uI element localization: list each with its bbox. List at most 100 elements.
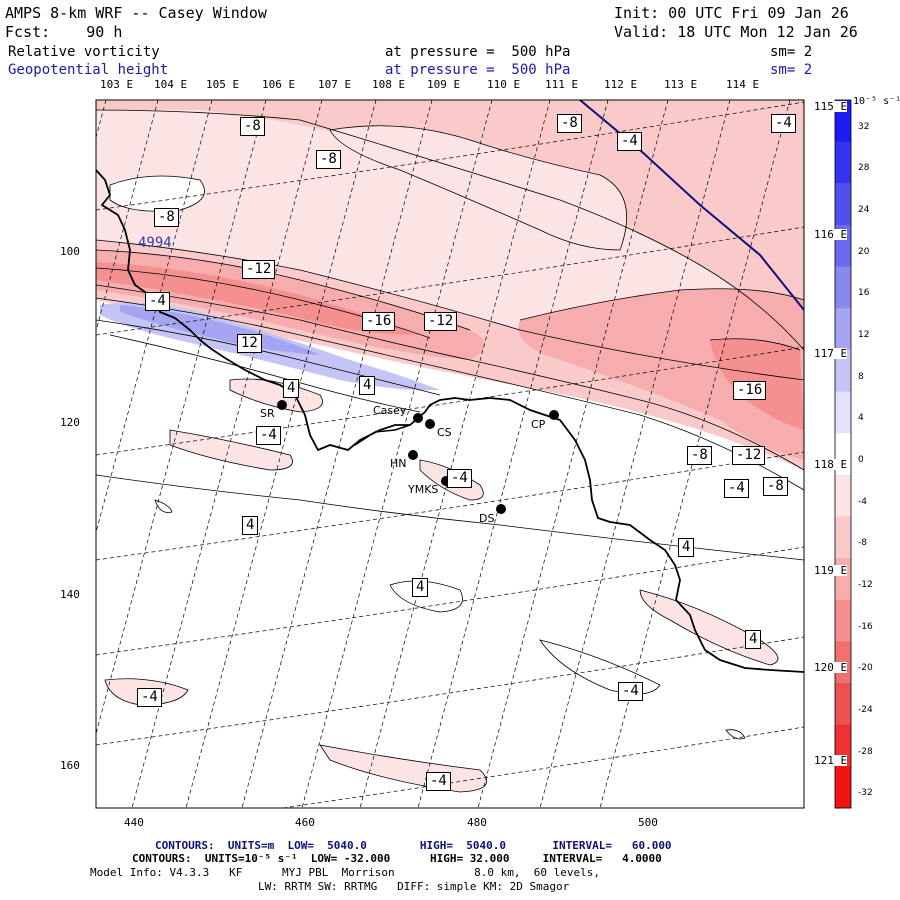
contour-value-label: 4: [242, 516, 259, 536]
station-marker-hn: [408, 450, 418, 460]
contour-value-label: -4: [771, 114, 796, 134]
colorbar-swatch: [835, 349, 851, 393]
vorticity-band-neg8: [96, 100, 804, 350]
y-tick-label: 140: [60, 588, 80, 601]
contour-value-label: -4: [724, 479, 749, 499]
colorbar-tick-label: 16: [858, 288, 870, 299]
colorbar-swatch: [835, 766, 851, 809]
station-label-cs: CS: [437, 426, 452, 439]
colorbar-tick-label: 0: [858, 455, 864, 465]
longitude-gridline: [185, 100, 377, 808]
colorbar-swatch: [835, 516, 851, 559]
longitude-label: 110 E: [487, 78, 521, 91]
x-tick-label: 500: [638, 816, 658, 829]
y-tick-label: 100: [60, 245, 80, 258]
longitude-gridline: [417, 100, 609, 808]
x-tick-label: 440: [124, 816, 144, 829]
footer-vorticity-contours: CONTOURS: UNITS=10⁻⁵ s⁻¹ LOW= -32.000 HI…: [132, 852, 662, 865]
colorbar-tick-label: -24: [858, 704, 873, 715]
vorticity-patch-neg4-f: [640, 590, 778, 665]
longitude-gridline: [477, 100, 669, 808]
latitude-label: 117 E: [814, 347, 848, 360]
colorbar-swatch: [835, 391, 851, 434]
x-tick-label: 460: [295, 816, 315, 829]
colorbar-swatch: [835, 266, 851, 309]
map-title: AMPS 8-km WRF -- Casey Window: [5, 4, 267, 22]
colorbar-swatch: [835, 683, 851, 726]
longitude-gridline: [241, 100, 433, 808]
latitude-gridline: [96, 636, 804, 746]
contour-value-label: -4: [426, 772, 451, 792]
station-marker-sr: [277, 400, 287, 410]
colorbar-swatch: [835, 141, 851, 184]
vorticity-patch-white-b: [330, 125, 627, 250]
station-marker-casey: [413, 413, 423, 423]
contour-value-label: -8: [240, 117, 265, 137]
contour-value-label: -4: [145, 292, 170, 312]
station-marker-ds: [496, 504, 506, 514]
latitude-gridline: [96, 226, 804, 336]
station-label-hn: HN: [390, 457, 407, 470]
latitude-gridline: [96, 101, 804, 211]
station-marker-cs: [425, 419, 435, 429]
colorbar-tick-label: -20: [858, 663, 873, 674]
contour-value-label: -8: [557, 114, 582, 134]
longitude-label: 105 E: [206, 78, 240, 91]
longitude-label: 111 E: [545, 78, 579, 91]
longitude-gridline: [301, 100, 493, 808]
colorbar-tick-label: -16: [858, 621, 873, 632]
station-label-ds: DS: [479, 512, 495, 525]
contour-value-label: 4: [678, 538, 695, 558]
latitude-label: 115 E: [814, 100, 848, 113]
y-tick-label: 120: [60, 416, 80, 429]
longitude-gridline: [539, 100, 731, 808]
valid-time: Valid: 18 UTC Mon 12 Jan 26: [614, 23, 858, 41]
contour-value-label: 4: [412, 578, 429, 598]
footer-height-contours: CONTOURS: UNITS=m LOW= 5040.0 HIGH= 5040…: [155, 839, 672, 852]
colorbar-tick-label: 24: [858, 205, 870, 216]
latitude-label: 119 E: [814, 564, 848, 577]
colorbar-tick-label: -28: [858, 746, 873, 757]
longitude-label: 108 E: [372, 78, 406, 91]
longitude-gridline: [96, 100, 159, 333]
contour-value-label: -8: [763, 477, 788, 497]
colorbar-frame: [834, 99, 852, 809]
longitude-gridline: [359, 100, 551, 808]
contour-value-label: 4: [283, 379, 300, 399]
footer-physics-info: LW: RRTM SW: RRTMG DIFF: simple KM: 2D S…: [258, 880, 570, 893]
station-label-ymks: YMKS: [408, 483, 439, 496]
height-value-label: 4994: [138, 235, 172, 251]
colorbar: [834, 99, 852, 809]
colorbar-tick-label: -8: [858, 538, 867, 549]
longitude-label: 113 E: [664, 78, 698, 91]
contour-value-label: 4: [359, 376, 376, 396]
contour-value-label: -16: [362, 312, 396, 332]
field1-name: Relative vorticity: [8, 44, 160, 60]
contour-value-label: -12: [732, 446, 766, 466]
longitude-gridline: [96, 100, 213, 534]
contour-value-label: -8: [154, 208, 179, 228]
colorbar-swatch: [835, 599, 851, 642]
colorbar-tick-label: 4: [858, 413, 864, 424]
station-label-cp: CP: [531, 418, 546, 431]
coastline-inset: [354, 424, 411, 446]
colorbar-tick-label: -12: [858, 579, 873, 590]
station-label-casey: Casey: [373, 404, 407, 417]
vorticity-band-neg12-b: [518, 288, 804, 460]
vorticity-patch-white: [110, 176, 205, 212]
forecast-hour: Fcst: 90 h: [5, 23, 123, 41]
colorbar-tick-label: 28: [858, 163, 870, 174]
map-frame: [95, 99, 805, 809]
colorbar-tick-label: 8: [858, 371, 864, 382]
contour-value-label: -4: [447, 469, 472, 489]
x-tick-label: 480: [467, 816, 487, 829]
vorticity-band-neg16: [96, 262, 420, 335]
colorbar-swatch: [835, 474, 851, 517]
contour-value-label: 4: [745, 630, 762, 650]
colorbar-tick-label: -4: [858, 496, 867, 507]
colorbar-unit: 10⁻⁵ s⁻¹: [853, 96, 900, 107]
init-time: Init: 00 UTC Fri 09 Jan 26: [614, 4, 849, 22]
colorbar-tick-label: 20: [858, 246, 870, 257]
station-marker-cp: [549, 410, 559, 420]
